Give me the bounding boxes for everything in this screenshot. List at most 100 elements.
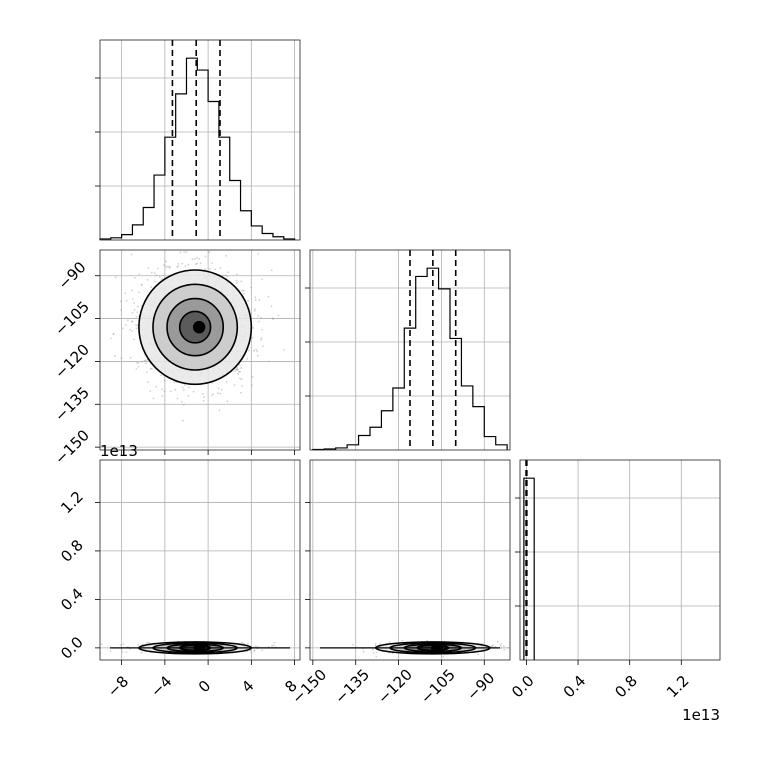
scatter-point	[131, 320, 134, 323]
scatter-point	[226, 275, 229, 278]
scatter-point	[165, 260, 168, 263]
scatter-point	[187, 386, 190, 389]
scatter-point	[119, 300, 122, 303]
contour-line	[152, 283, 239, 371]
scatter-point	[261, 278, 263, 280]
scatter-point	[181, 262, 184, 265]
scatter-point	[261, 649, 264, 652]
scatter-point	[260, 339, 262, 341]
scatter-point	[120, 357, 123, 359]
scatter-point	[241, 289, 244, 292]
scatter-point	[372, 652, 375, 654]
scatter-point	[271, 317, 274, 320]
scatter-point	[235, 368, 238, 370]
scatter-point	[260, 316, 262, 319]
scatter-point	[240, 391, 242, 394]
scatter-point	[177, 265, 179, 267]
scatter-point	[156, 267, 159, 270]
scatter-point	[252, 327, 255, 329]
scatter-point	[141, 643, 144, 645]
scatter-point	[261, 329, 264, 331]
scatter-point	[140, 360, 143, 363]
scatter-point	[163, 264, 165, 266]
scatter-point	[239, 377, 242, 380]
scatter-point	[138, 291, 140, 294]
scatter-point	[144, 359, 147, 362]
density-peak	[192, 320, 206, 334]
scatter-point	[150, 286, 153, 289]
scatter-point	[270, 269, 273, 272]
panel-content	[110, 251, 285, 422]
density-peak	[430, 645, 444, 651]
scatter-point	[145, 362, 147, 365]
scatter-point	[161, 395, 164, 397]
scatter-point	[507, 646, 509, 649]
scatter-point	[238, 364, 241, 366]
scatter-point	[401, 639, 404, 642]
contour-line	[178, 310, 212, 344]
hist-p1	[95, 39, 301, 241]
scatter-point	[208, 251, 211, 254]
scatter-point	[246, 642, 249, 645]
scatter-point	[202, 399, 205, 402]
scatter-point	[374, 644, 377, 647]
scatter-point	[125, 651, 128, 654]
scatter-point	[212, 393, 215, 395]
scatter-point	[239, 370, 242, 373]
scatter-point	[217, 392, 219, 394]
scatter-point	[260, 337, 263, 340]
scatter-point	[499, 645, 502, 647]
scatter-point	[500, 642, 503, 645]
histogram-step	[523, 477, 535, 660]
scatter-point	[131, 312, 134, 314]
scatter-point	[255, 348, 258, 351]
scatter-point	[137, 305, 139, 308]
scatter-point	[149, 390, 152, 393]
scatter-point	[150, 271, 153, 274]
scatter-point	[195, 263, 197, 266]
scatter-point	[251, 336, 254, 339]
scatter-point	[210, 394, 213, 397]
histogram-step	[312, 267, 508, 451]
scatter-point	[131, 298, 134, 300]
scatter-point	[494, 645, 497, 648]
scatter-point	[218, 409, 221, 412]
scatter-point	[234, 370, 236, 373]
scatter-point	[209, 268, 211, 270]
scatter-point	[131, 289, 134, 292]
scatter-point	[203, 396, 205, 398]
scatter-point	[247, 349, 250, 352]
scatter-point	[191, 258, 194, 261]
scatter-point	[163, 390, 166, 393]
panel-frame	[99, 39, 301, 241]
scatter-point	[238, 370, 240, 373]
scatter-point	[122, 327, 124, 330]
scatter-point	[184, 265, 187, 268]
scatter-point	[261, 345, 264, 348]
scatter-point	[135, 368, 138, 370]
scatter-point	[146, 641, 149, 644]
scatter-point	[257, 315, 260, 317]
scatter-point	[388, 641, 391, 643]
scatter-point	[153, 272, 156, 274]
scatter-point	[185, 251, 188, 254]
scatter-point	[181, 386, 184, 389]
scatter-point	[237, 372, 240, 375]
scatter-point	[168, 265, 171, 268]
scatter-point	[122, 643, 125, 646]
scatter-point	[140, 283, 143, 286]
scatter-point	[121, 650, 124, 653]
scatter-point	[254, 308, 256, 311]
scatter-point	[112, 332, 115, 335]
scatter-point	[180, 401, 183, 403]
scatter-point	[112, 333, 115, 335]
scatter-point	[136, 311, 139, 313]
scatter-point	[149, 367, 152, 370]
scatter-point	[252, 349, 255, 352]
scatter-point	[250, 651, 253, 654]
scatter-point	[253, 649, 256, 652]
scatter-point	[114, 355, 116, 357]
scatter-point	[491, 645, 493, 648]
scatter-point	[150, 368, 153, 370]
